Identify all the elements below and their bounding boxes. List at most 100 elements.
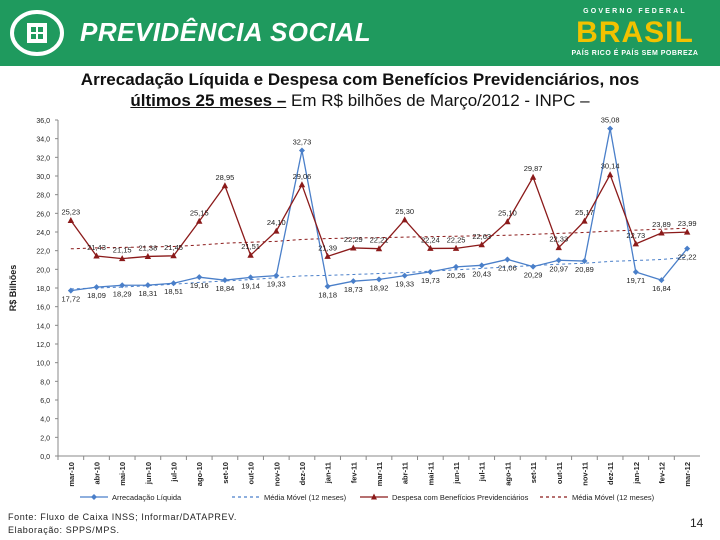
header-banner: PREVIDÊNCIA SOCIAL GOVERNO FEDERAL BRASI… [0, 0, 720, 66]
x-tick-label: dez-10 [298, 462, 307, 485]
despesa-point [632, 240, 639, 247]
y-tick-label: 30,0 [36, 174, 50, 181]
x-tick-label: jan-12 [632, 462, 641, 485]
arrecadacao-point [427, 268, 434, 275]
x-tick-label: jun-11 [452, 462, 461, 485]
x-tick-label: dez-11 [606, 462, 615, 485]
x-tick-label: out-10 [247, 462, 256, 485]
despesa-point [273, 227, 280, 234]
arrecadacao-point [607, 125, 614, 132]
arrecadacao-data-label: 18,09 [87, 291, 106, 300]
y-tick-label: 34,0 [36, 137, 50, 144]
despesa-data-label: 21,51 [241, 242, 260, 251]
despesa-data-label: 25,30 [395, 207, 414, 216]
arrecadacao-point [93, 284, 100, 291]
arrecadacao-data-label: 18,29 [113, 289, 132, 298]
arrecadacao-data-label: 20,29 [524, 271, 543, 280]
y-tick-label: 32,0 [36, 155, 50, 162]
arrecadacao-point [632, 269, 639, 276]
legend-label: Despesa com Benefícios Previdenciários [392, 493, 529, 502]
y-tick-label: 16,0 [36, 305, 50, 312]
despesa-point [93, 252, 100, 259]
legend-label: Média Móvel (12 meses) [264, 493, 347, 502]
despesa-data-label: 21,39 [318, 243, 337, 252]
despesa-point [529, 173, 537, 180]
arrecadacao-data-label: 32,73 [293, 138, 312, 147]
arrecadacao-data-label: 21,06 [498, 263, 517, 272]
despesa-data-label: 30,14 [601, 162, 620, 171]
x-tick-label: nov-10 [272, 462, 281, 486]
legend-marker [371, 493, 377, 500]
y-tick-label: 22,0 [36, 249, 50, 256]
arrecadacao-data-label: 19,71 [626, 276, 645, 285]
x-tick-label: mar-12 [683, 462, 692, 487]
footer-elaboration: Elaboração: SPPS/MPS. [8, 525, 120, 535]
y-tick-label: 14,0 [36, 323, 50, 330]
despesa-data-label: 22,21 [370, 236, 389, 245]
despesa-point [247, 251, 254, 258]
arrecadacao-point [196, 274, 203, 281]
despesa-point [221, 182, 229, 189]
previdencia-logo-icon [10, 10, 64, 56]
despesa-point [555, 244, 562, 251]
x-tick-label: abr-11 [401, 462, 410, 484]
despesa-point [504, 218, 511, 225]
despesa-point [350, 244, 357, 251]
arrecadacao-data-label: 20,97 [549, 264, 568, 273]
arrecadacao-point [453, 263, 460, 270]
x-tick-label: jul-10 [170, 462, 179, 483]
arrecadacao-data-label: 18,18 [318, 290, 337, 299]
arrecadacao-point [170, 280, 177, 287]
despesa-point [196, 217, 203, 224]
despesa-data-label: 21,38 [138, 243, 157, 252]
arrecadacao-data-label: 19,33 [267, 280, 286, 289]
y-tick-label: 20,0 [36, 267, 50, 274]
despesa-point [478, 241, 485, 248]
despesa-point [683, 228, 691, 235]
x-tick-label: mar-10 [67, 462, 76, 487]
arrecadacao-data-label: 18,73 [344, 285, 363, 294]
arrecadacao-point [684, 245, 691, 252]
despesa-data-label: 21,45 [164, 243, 183, 252]
series-line-0 [70, 128, 688, 292]
despesa-data-label: 25,17 [575, 208, 594, 217]
despesa-point [581, 217, 588, 224]
arrecadacao-data-label: 18,84 [216, 284, 235, 293]
despesa-data-label: 29,87 [524, 164, 543, 173]
despesa-data-label: 25,10 [498, 209, 517, 218]
arrecadacao-point [221, 277, 228, 284]
despesa-data-label: 23,99 [678, 219, 697, 228]
chart-title-period: últimos 25 meses – [130, 91, 287, 110]
gov-slogan-text: PAÍS RICO É PAÍS SEM POBREZA [571, 50, 699, 57]
y-tick-label: 8,0 [40, 379, 50, 386]
legend-label: Arrecadação Líquida [112, 493, 182, 502]
arrecadacao-point [273, 272, 280, 279]
arrecadacao-data-label: 19,33 [395, 280, 414, 289]
y-tick-label: 4,0 [40, 417, 50, 424]
despesa-data-label: 25,23 [61, 208, 80, 217]
arrecadacao-point [401, 272, 408, 279]
x-tick-label: jan-11 [324, 462, 333, 484]
y-tick-label: 28,0 [36, 193, 50, 200]
arrecadacao-data-label: 18,51 [164, 287, 183, 296]
despesa-point [324, 252, 331, 259]
x-tick-label: mai-10 [118, 462, 127, 486]
chart-title-line1: Arrecadação Líquida e Despesa com Benefí… [80, 70, 640, 89]
despesa-data-label: 25,15 [190, 208, 209, 217]
gov-top-text: GOVERNO FEDERAL [583, 8, 687, 15]
arrecadacao-data-label: 17,72 [61, 295, 80, 304]
y-tick-label: 36,0 [36, 118, 50, 125]
x-tick-label: jun-10 [144, 462, 153, 485]
arrecadacao-point [581, 258, 588, 265]
arrecadacao-point [350, 278, 357, 285]
despesa-point [401, 216, 408, 223]
page-number: 14 [690, 516, 704, 530]
y-tick-label: 6,0 [40, 398, 50, 405]
arrecadacao-point [324, 283, 331, 290]
arrecadacao-point [298, 147, 305, 154]
despesa-point [375, 245, 383, 252]
despesa-data-label: 22,63 [472, 232, 491, 241]
chart-title-line2: últimos 25 meses – Em R$ bilhões de Març… [0, 91, 720, 111]
x-tick-label: set-11 [529, 462, 538, 483]
despesa-point [427, 244, 434, 251]
